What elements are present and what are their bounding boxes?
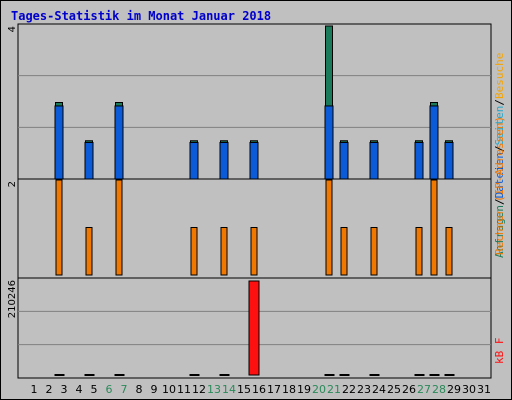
x-tick-label: 24 bbox=[372, 383, 386, 396]
bar-kbf bbox=[248, 280, 260, 376]
x-tick-label: 4 bbox=[76, 383, 83, 396]
bar-dateien bbox=[114, 105, 124, 180]
x-tick-label: 17 bbox=[267, 383, 281, 396]
legend-middle: Rechner (IP-Adressen) bbox=[493, 116, 506, 255]
bar-dateien bbox=[369, 141, 379, 180]
bar-rechner bbox=[250, 227, 258, 276]
x-tick-label: 31 bbox=[477, 383, 491, 396]
chart-title: Tages-Statistik im Monat Januar 2018 bbox=[11, 9, 272, 23]
x-tick-label: 30 bbox=[462, 383, 476, 396]
bar-rechner bbox=[415, 227, 423, 276]
x-tick-label: 25 bbox=[387, 383, 401, 396]
x-tick-label: 8 bbox=[136, 383, 143, 396]
bar-rechner bbox=[55, 179, 63, 276]
bar-dateien bbox=[339, 141, 349, 180]
x-tick-label: 29 bbox=[447, 383, 461, 396]
x-tick-label: 18 bbox=[282, 383, 296, 396]
legend-top-part: Anfragen bbox=[493, 205, 506, 258]
legend-bottom: kB F bbox=[493, 338, 506, 365]
legend-top-part: Besuche bbox=[493, 53, 506, 99]
bar-rechner bbox=[85, 227, 93, 276]
bar-dateien bbox=[249, 141, 259, 180]
x-tick-label: 9 bbox=[151, 383, 158, 396]
x-tick-label: 6 bbox=[106, 383, 113, 396]
x-tick-label: 15 bbox=[237, 383, 251, 396]
legend-top-part: Seiten bbox=[493, 106, 506, 146]
bar-dateien bbox=[444, 141, 454, 180]
x-tick-label: 19 bbox=[297, 383, 311, 396]
x-tick-label: 22 bbox=[342, 383, 356, 396]
bar-dateien bbox=[189, 141, 199, 180]
bar-dateien bbox=[219, 141, 229, 180]
bar-rechner bbox=[430, 179, 438, 276]
x-tick-label: 20 bbox=[312, 383, 326, 396]
bar-rechner bbox=[370, 227, 378, 276]
x-tick-label: 11 bbox=[177, 383, 191, 396]
bar-rechner bbox=[220, 227, 228, 276]
bar-dateien bbox=[429, 105, 439, 180]
bar-rechner bbox=[115, 179, 123, 276]
bar-rechner bbox=[190, 227, 198, 276]
legend-top-part: / bbox=[493, 99, 506, 106]
bar-dateien bbox=[54, 105, 64, 180]
bar-dateien bbox=[324, 105, 334, 180]
legend-top-part: / bbox=[493, 145, 506, 152]
legend-top: Anfragen/Dateien/Seiten/Besuche bbox=[493, 53, 506, 258]
x-tick-label: 13 bbox=[207, 383, 221, 396]
x-tick-label: 5 bbox=[91, 383, 98, 396]
bar-dateien bbox=[84, 141, 94, 180]
x-tick-label: 27 bbox=[417, 383, 431, 396]
x-tick-label: 3 bbox=[61, 383, 68, 396]
bar-rechner bbox=[340, 227, 348, 276]
x-tick-label: 12 bbox=[192, 383, 206, 396]
legend-middle-part: Rechner (IP-Adressen) bbox=[493, 116, 506, 255]
x-tick-label: 14 bbox=[222, 383, 236, 396]
x-tick-label: 16 bbox=[252, 383, 266, 396]
x-tick-label: 10 bbox=[162, 383, 176, 396]
legend-top-part: / bbox=[493, 198, 506, 205]
bar-rechner bbox=[325, 179, 333, 276]
legend-bottom-part: kB F bbox=[493, 338, 506, 365]
bar-rechner bbox=[445, 227, 453, 276]
x-tick-label: 21 bbox=[327, 383, 341, 396]
x-tick-label: 28 bbox=[432, 383, 446, 396]
y-tick-label: 210246 bbox=[7, 280, 18, 318]
y-tick-label: 4 bbox=[7, 26, 18, 32]
x-tick-label: 23 bbox=[357, 383, 371, 396]
x-tick-label: 2 bbox=[46, 383, 53, 396]
y-tick-label: 2 bbox=[7, 181, 18, 187]
legend-top-part: Dateien bbox=[493, 152, 506, 198]
x-tick-label: 1 bbox=[31, 383, 38, 396]
x-tick-label: 7 bbox=[121, 383, 128, 396]
bar-dateien bbox=[414, 141, 424, 180]
x-tick-label: 26 bbox=[402, 383, 416, 396]
